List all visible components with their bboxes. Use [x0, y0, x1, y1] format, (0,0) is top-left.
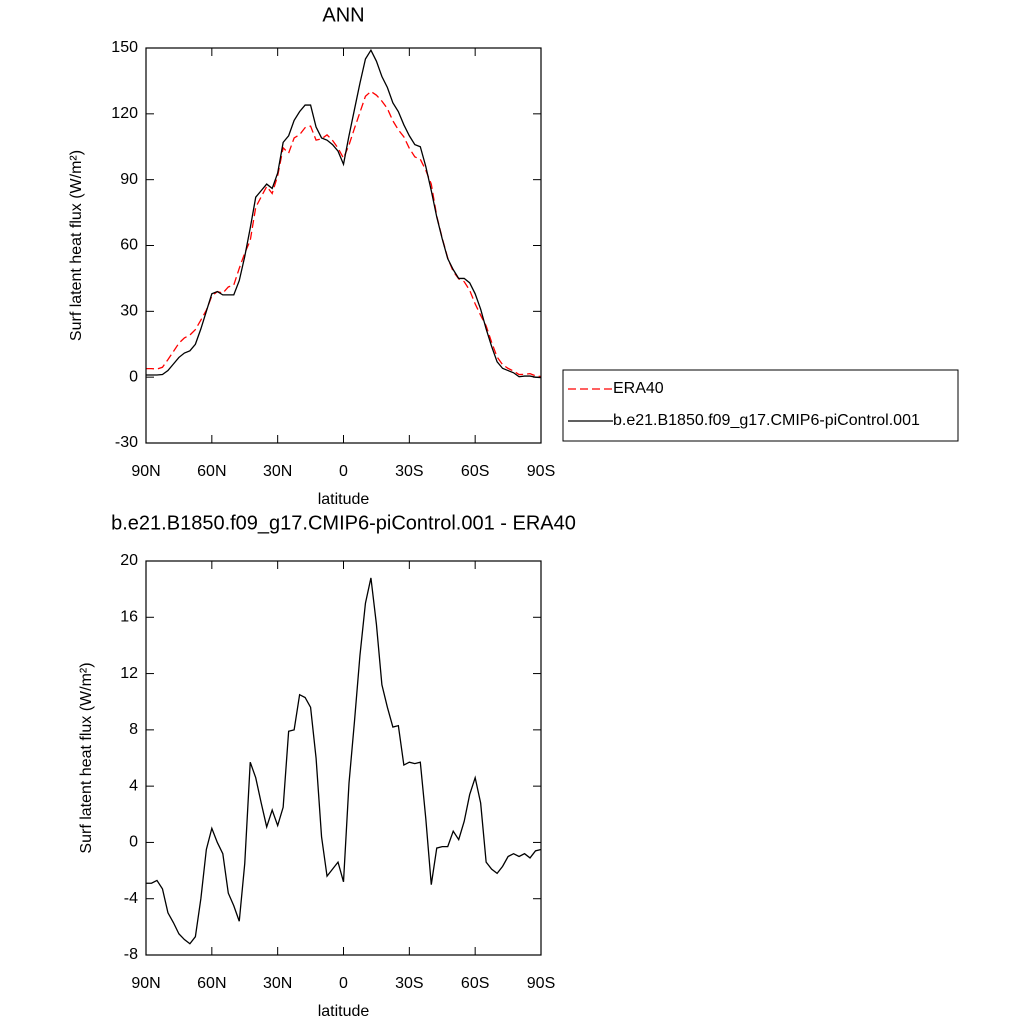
plot-frame — [145, 47, 542, 444]
data-line — [146, 90, 542, 378]
x-tick-label: 0 — [339, 975, 348, 992]
y-axis-label: Surf latent heat flux (W/m²) — [68, 150, 85, 341]
y-tick-label: -4 — [124, 890, 138, 907]
y-tick-label: -8 — [124, 946, 138, 963]
x-tick-label: 60S — [461, 463, 489, 480]
y-tick-label: -30 — [115, 434, 138, 451]
y-tick-label: 120 — [111, 105, 138, 122]
x-tick-label: 90N — [131, 463, 160, 480]
y-tick-label: 30 — [120, 303, 138, 320]
x-tick-label: 30N — [263, 463, 292, 480]
chart-title: b.e21.B1850.f09_g17.CMIP6-piControl.001 … — [111, 512, 576, 534]
data-line — [146, 48, 542, 379]
y-tick-label: 16 — [120, 609, 138, 626]
x-axis-label: latitude — [318, 491, 370, 508]
y-tick-label: 0 — [129, 368, 138, 385]
y-tick-label: 4 — [129, 777, 138, 794]
x-tick-label: 90N — [131, 975, 160, 992]
legend-label: ERA40 — [613, 380, 664, 397]
x-tick-label: 60N — [197, 975, 226, 992]
x-tick-label: 0 — [339, 463, 348, 480]
data-line — [146, 577, 542, 945]
legend-box — [562, 369, 959, 442]
y-tick-label: 8 — [129, 721, 138, 738]
legend-label: b.e21.B1850.f09_g17.CMIP6-piControl.001 — [613, 412, 920, 429]
x-tick-label: 30S — [395, 975, 423, 992]
x-tick-label: 60N — [197, 463, 226, 480]
x-tick-label: 90S — [527, 463, 555, 480]
plot-frame — [145, 560, 542, 956]
x-tick-label: 90S — [527, 975, 555, 992]
y-tick-label: 12 — [120, 665, 138, 682]
y-tick-label: 60 — [120, 237, 138, 254]
y-tick-label: 0 — [129, 834, 138, 851]
y-tick-label: 150 — [111, 39, 138, 56]
x-tick-label: 60S — [461, 975, 489, 992]
y-tick-label: 20 — [120, 552, 138, 569]
y-axis-label: Surf latent heat flux (W/m²) — [78, 662, 95, 853]
x-axis-label: latitude — [318, 1003, 370, 1020]
y-tick-label: 90 — [120, 171, 138, 188]
x-tick-label: 30S — [395, 463, 423, 480]
x-tick-label: 30N — [263, 975, 292, 992]
chart-title: ANN — [322, 4, 364, 26]
